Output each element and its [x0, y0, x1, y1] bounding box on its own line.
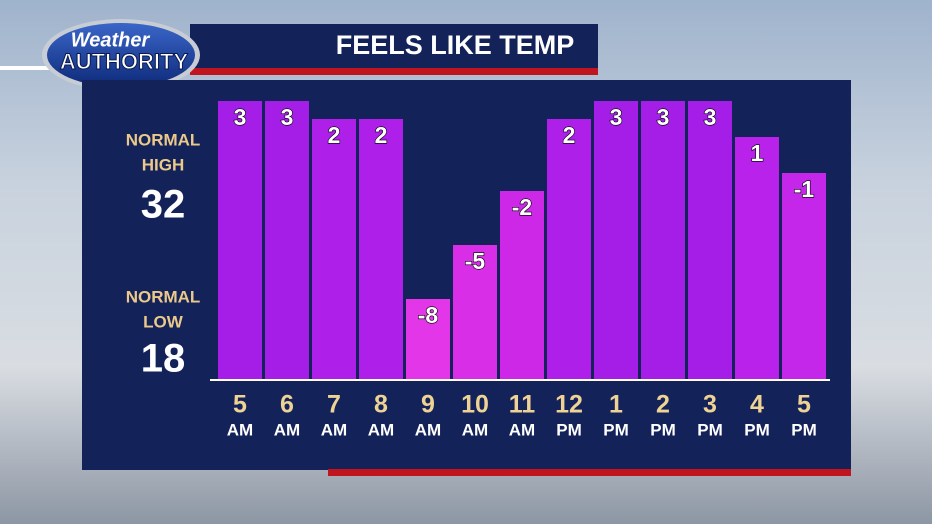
bar [782, 173, 826, 380]
value-label: 3 [704, 104, 717, 130]
value-label: 2 [328, 122, 341, 148]
value-label: 3 [281, 104, 294, 130]
value-label: 2 [375, 122, 388, 148]
logo-text: AUTHORITY [60, 49, 189, 74]
x-tick-sublabel: AM [509, 420, 535, 439]
x-tick-sublabel: AM [321, 420, 347, 439]
value-label: -5 [465, 248, 486, 274]
bar [688, 101, 732, 380]
normal-label: LOW [143, 312, 184, 331]
x-tick-sublabel: AM [415, 420, 441, 439]
x-tick-label: 8 [374, 391, 388, 419]
x-tick-label: 1 [609, 391, 623, 419]
x-tick-sublabel: PM [556, 420, 582, 439]
x-tick-label: 2 [656, 391, 670, 419]
x-tick-label: 6 [280, 391, 294, 419]
x-tick-label: 10 [461, 391, 489, 419]
chart-title: FEELS LIKE TEMP [336, 30, 575, 60]
value-label: 3 [234, 104, 247, 130]
value-label: 1 [751, 140, 764, 166]
bar [500, 191, 544, 380]
normal-value: 32 [141, 183, 186, 227]
title-underline [190, 68, 598, 75]
normal-label: NORMAL [126, 287, 201, 306]
x-tick-sublabel: AM [368, 420, 394, 439]
x-tick-sublabel: PM [603, 420, 629, 439]
x-tick-sublabel: PM [697, 420, 723, 439]
x-tick-label: 4 [750, 391, 764, 419]
bar [265, 101, 309, 380]
x-tick-label: 12 [555, 391, 583, 419]
title-bar [190, 24, 598, 70]
bar [359, 119, 403, 380]
x-tick-label: 5 [797, 391, 811, 419]
logo-text: Weather [71, 29, 151, 51]
x-tick-sublabel: PM [744, 420, 770, 439]
x-tick-sublabel: AM [274, 420, 300, 439]
x-tick-label: 9 [421, 391, 435, 419]
x-tick-label: 3 [703, 391, 717, 419]
value-label: -2 [512, 194, 532, 220]
bar [312, 119, 356, 380]
x-tick-sublabel: AM [227, 420, 253, 439]
bar [735, 137, 779, 380]
value-label: 3 [610, 104, 623, 130]
panel-underline [328, 469, 851, 476]
bar [453, 245, 497, 380]
logo [47, 23, 195, 87]
x-tick-label: 5 [233, 391, 247, 419]
bar [594, 101, 638, 380]
bar [406, 299, 450, 380]
bar [641, 101, 685, 380]
x-tick-sublabel: AM [462, 420, 488, 439]
x-tick-sublabel: PM [650, 420, 676, 439]
value-label: -8 [418, 302, 439, 328]
value-label: -1 [794, 176, 815, 202]
normal-label: HIGH [142, 155, 185, 174]
value-label: 2 [563, 122, 576, 148]
bar [547, 119, 591, 380]
x-tick-label: 11 [509, 391, 536, 419]
normal-value: 18 [141, 337, 186, 381]
bar [218, 101, 262, 380]
normal-label: NORMAL [126, 130, 201, 149]
value-label: 3 [657, 104, 670, 130]
x-tick-label: 7 [327, 391, 341, 419]
x-tick-sublabel: PM [791, 420, 817, 439]
